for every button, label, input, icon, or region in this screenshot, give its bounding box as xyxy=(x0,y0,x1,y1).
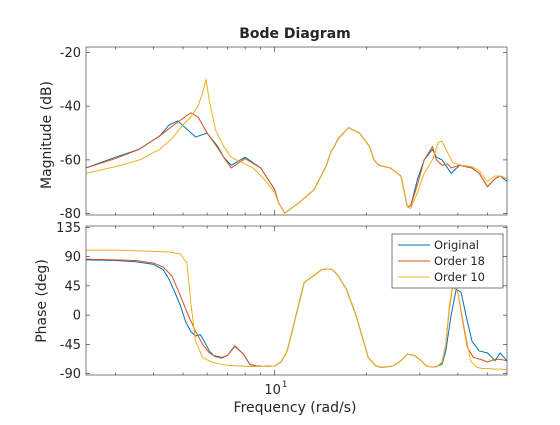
magnitude-ytick-label: -80 xyxy=(60,207,81,222)
magnitude-panel: -80 -60 -40 -20 xyxy=(60,46,508,222)
magnitude-line-order-10 xyxy=(86,78,507,214)
x-tick-label: 10 xyxy=(264,383,281,398)
phase-ytick-label: 135 xyxy=(56,221,81,236)
phase-ytick-label: 45 xyxy=(64,279,81,294)
phase-ytick-label: 90 xyxy=(64,250,81,265)
phase-ytick-label: -45 xyxy=(60,338,81,353)
phase-panel: -90 -45 0 45 90 135 10 1 Original Order 18 Order 1… xyxy=(56,221,508,398)
magnitude-axes-box xyxy=(85,46,508,216)
phase-line-order-10 xyxy=(86,249,507,371)
magnitude-ytick-label: -20 xyxy=(60,46,81,61)
legend-label-order-18: Order 18 xyxy=(434,254,485,268)
phase-axes-box xyxy=(85,225,508,376)
magnitude-ytick-label: -40 xyxy=(60,100,81,115)
legend-label-original: Original xyxy=(434,238,479,252)
phase-ytick-label: 0 xyxy=(73,309,81,324)
phase-ytick-label: -90 xyxy=(60,367,81,382)
magnitude-series-group xyxy=(86,78,507,214)
magnitude-y-axis-label: Magnitude (dB) xyxy=(39,81,55,189)
legend-label-order-10: Order 10 xyxy=(434,270,485,284)
x-tick-label-exponent: 1 xyxy=(282,380,288,390)
x-axis-label: Frequency (rad/s) xyxy=(234,400,357,416)
chart-title: Bode Diagram xyxy=(239,26,351,42)
phase-y-axis-label: Phase (deg) xyxy=(34,259,50,343)
legend: Original Order 18 Order 10 xyxy=(391,233,504,289)
magnitude-ytick-label: -60 xyxy=(60,153,81,168)
